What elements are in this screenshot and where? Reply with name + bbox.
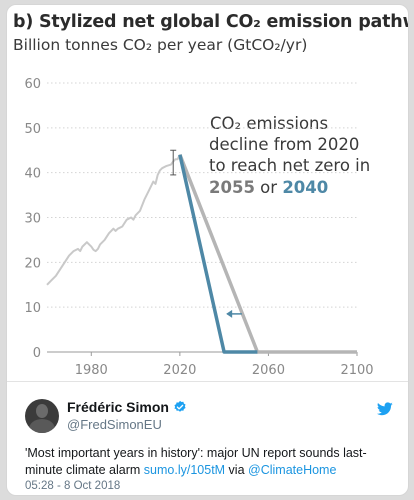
mention-link[interactable]: @ClimateHome: [248, 463, 337, 477]
x-tick-label: 2060: [252, 363, 285, 378]
emissions-chart: CO₂ emissions decline from 2020 to reach…: [24, 77, 373, 378]
name-row: Frédéric Simon: [67, 399, 187, 415]
annotation-line1: CO₂ emissions: [210, 114, 328, 133]
x-tick-label: 2100: [340, 363, 373, 378]
chart-subtitle: Billion tonnes CO₂ per year (GtCO₂/yr): [13, 36, 308, 54]
tweet-link[interactable]: sumo.ly/105tM: [143, 463, 226, 477]
tweet-text: 'Most important years in history': major…: [25, 445, 395, 479]
annotation-line4: 2055 or 2040: [209, 178, 328, 197]
tweet-card[interactable]: b) Stylized net global CO₂ emission path…: [6, 4, 409, 496]
avatar-shoulders: [29, 419, 55, 433]
tweet-text-via: via: [225, 463, 249, 477]
y-tick-label: 40: [24, 167, 41, 182]
user-handle[interactable]: @FredSimonEU: [67, 417, 162, 432]
y-tick-label: 20: [24, 256, 41, 271]
y-tick-label: 0: [33, 346, 41, 361]
annotation-year-2040: 2040: [282, 178, 328, 197]
historical-emissions-line: [46, 154, 181, 286]
divider: [7, 381, 408, 382]
avatar-head: [36, 404, 48, 418]
annotation-or: or: [255, 178, 282, 197]
y-tick-label: 30: [24, 212, 41, 227]
x-tick-label: 1980: [75, 363, 108, 378]
y-tick-label: 10: [24, 301, 41, 316]
annotation-year-2055: 2055: [209, 178, 255, 197]
tweet-body: Frédéric Simon @FredSimonEU 'Most import…: [7, 382, 408, 495]
chart-image[interactable]: b) Stylized net global CO₂ emission path…: [7, 5, 408, 381]
user-name[interactable]: Frédéric Simon: [67, 399, 169, 415]
x-tick-label: 2020: [163, 363, 196, 378]
y-tick-label: 60: [24, 77, 41, 92]
shift-arrow-head: [226, 309, 233, 318]
annotation-line2: decline from 2020: [209, 135, 359, 154]
pathway-2040-line: [178, 154, 258, 354]
annotation-line3: to reach net zero in: [209, 156, 370, 175]
avatar[interactable]: [25, 399, 59, 433]
twitter-bird-icon[interactable]: [377, 402, 393, 416]
chart-title: b) Stylized net global CO₂ emission path…: [13, 12, 409, 32]
tweet-text-main: 'Most important years in history': major…: [25, 446, 367, 477]
y-tick-label: 50: [24, 122, 41, 137]
verified-badge-icon: [174, 400, 186, 412]
timestamp[interactable]: 05:28 - 8 Oct 2018: [25, 480, 121, 492]
